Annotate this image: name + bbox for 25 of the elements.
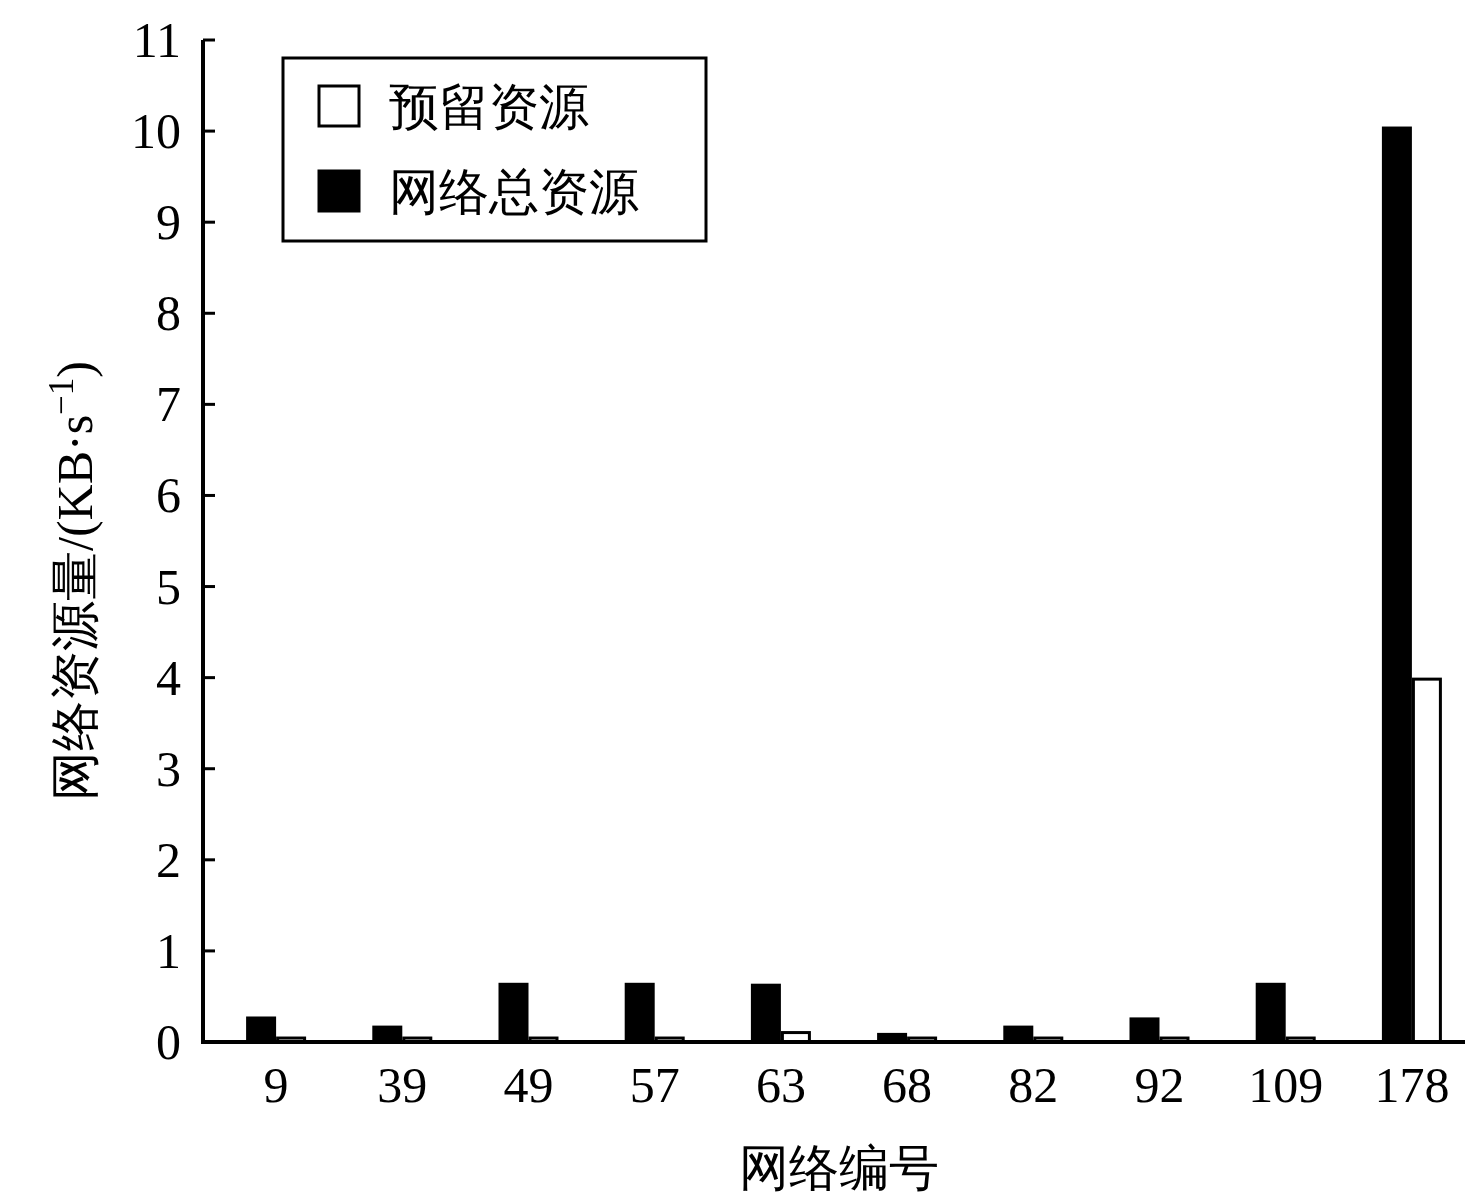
x-tick-label: 63 (755, 1057, 806, 1113)
y-tick-label: 9 (156, 194, 181, 251)
y-tick-label: 1 (156, 922, 181, 979)
legend-label: 网络总资源 (389, 164, 639, 220)
y-tick-label: 8 (156, 285, 181, 342)
legend-label: 预留资源 (389, 79, 589, 135)
y-tick-label: 3 (156, 740, 181, 797)
x-tick-label: 178 (1374, 1057, 1450, 1113)
x-tick-label: 109 (1248, 1057, 1324, 1113)
x-tick-label: 57 (629, 1057, 680, 1113)
y-tick-label: 7 (156, 376, 181, 433)
y-tick-label: 11 (132, 12, 181, 68)
y-tick-label: 4 (156, 649, 181, 706)
x-tick-label: 9 (263, 1057, 289, 1113)
y-tick-label: 10 (131, 103, 181, 160)
x-tick-label: 39 (377, 1057, 428, 1113)
y-tick-label: 2 (156, 831, 181, 888)
y-tick-label: 6 (156, 467, 181, 524)
y-tick-label: 5 (156, 558, 181, 615)
x-tick-label: 82 (1008, 1057, 1059, 1113)
x-tick-label: 92 (1134, 1057, 1185, 1113)
x-tick-label: 49 (503, 1057, 554, 1113)
x-axis-title: 网络编号 (739, 1140, 939, 1196)
y-tick-label: 0 (156, 1014, 181, 1070)
x-tick-label: 68 (882, 1057, 933, 1113)
